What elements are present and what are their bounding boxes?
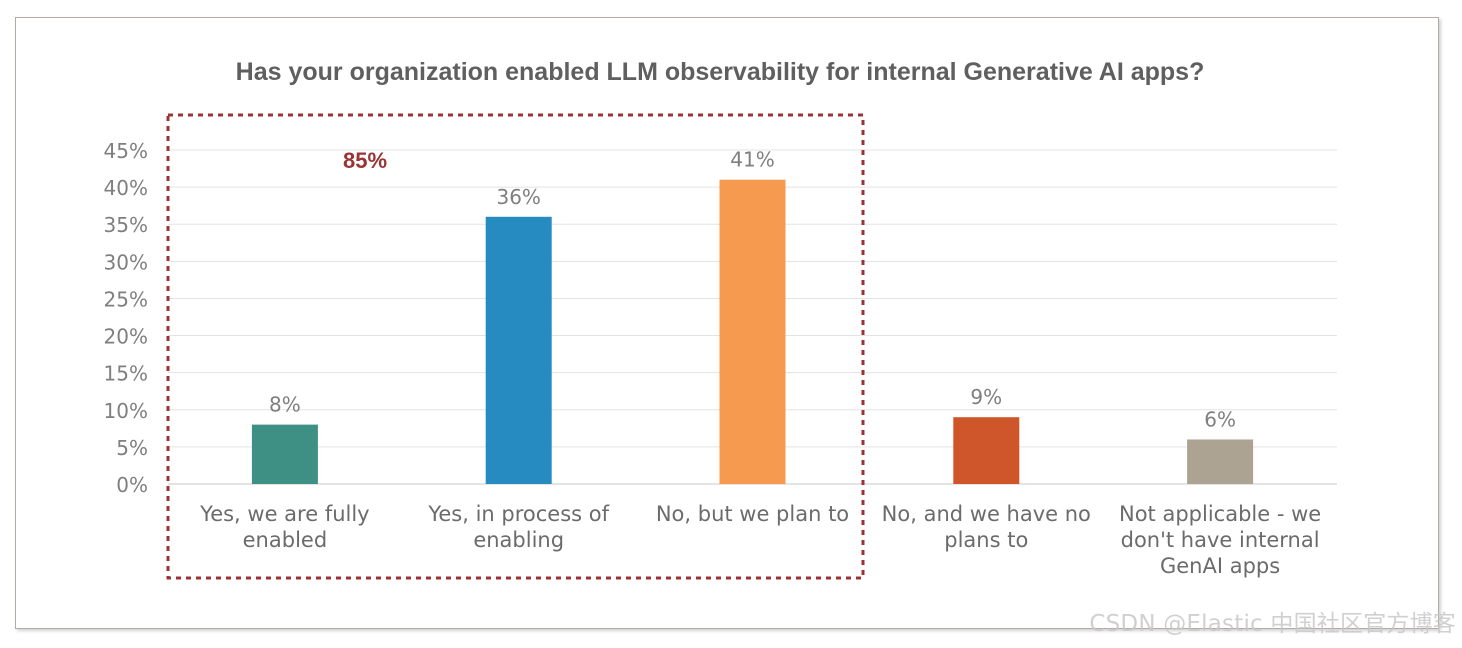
highlight-box [166, 113, 865, 580]
y-tick-label: 25% [104, 287, 148, 311]
bar [719, 179, 786, 484]
bar-value-label: 8% [269, 393, 301, 417]
category-label: enabled [243, 528, 328, 552]
category-label: Not applicable - we [1119, 502, 1321, 526]
y-tick-label: 15% [104, 362, 148, 386]
category-label: GenAI apps [1160, 554, 1280, 578]
bar [485, 216, 552, 485]
bar [953, 417, 1020, 484]
watermark: CSDN @Elastic 中国社区官方博客 [1089, 611, 1456, 637]
bar [1187, 439, 1254, 484]
category-label: enabling [473, 528, 564, 552]
y-tick-label: 20% [104, 325, 148, 349]
bar [251, 424, 318, 484]
bar-value-label: 36% [496, 185, 540, 209]
bar-value-label: 6% [1204, 407, 1236, 431]
category-label: don't have internal [1121, 528, 1320, 552]
category-label: No, and we have no [882, 502, 1091, 526]
y-tick-label: 30% [104, 250, 148, 274]
category-label: Yes, in process of [427, 502, 609, 526]
highlight-total-label: 85% [343, 148, 387, 173]
bar-value-label: 41% [730, 148, 774, 172]
category-label: Yes, we are fully [199, 502, 369, 526]
y-tick-label: 45% [104, 139, 148, 163]
y-tick-label: 10% [104, 399, 148, 423]
y-tick-label: 5% [116, 436, 148, 460]
bar-value-label: 9% [970, 385, 1002, 409]
category-label: plans to [944, 528, 1028, 552]
y-tick-label: 35% [104, 213, 148, 237]
category-label: No, but we plan to [656, 502, 849, 526]
y-tick-label: 0% [116, 473, 148, 497]
y-tick-label: 40% [104, 176, 148, 200]
chart-title: Has your organization enabled LLM observ… [236, 58, 1205, 86]
